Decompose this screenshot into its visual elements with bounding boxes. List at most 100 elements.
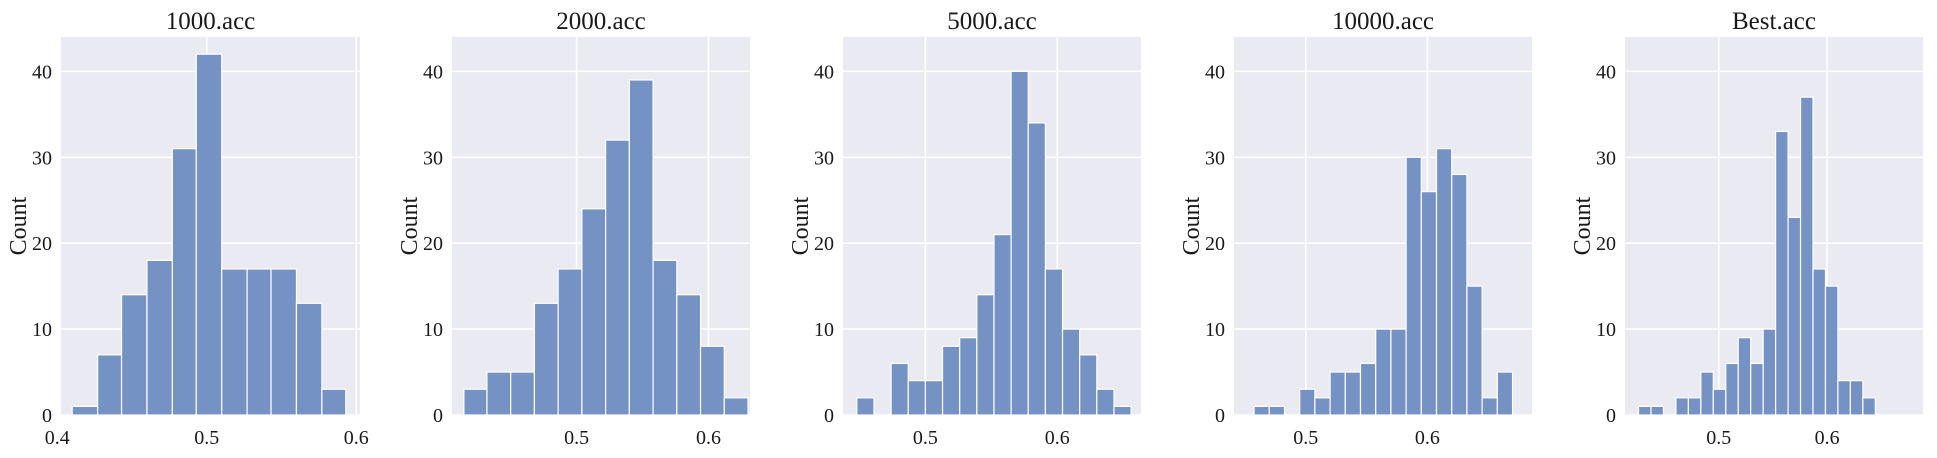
- histogram-bar: [1750, 362, 1764, 416]
- y-tick-label: 30: [1205, 147, 1225, 169]
- histogram-bar: [246, 268, 272, 416]
- x-tick-label: 0.6: [696, 427, 721, 449]
- histogram-bar: [1390, 328, 1407, 416]
- histogram-bar: [1496, 371, 1514, 416]
- histogram-bar: [510, 371, 536, 416]
- histogram-bar: [723, 397, 749, 416]
- y-tick-label: 0: [1606, 405, 1616, 427]
- histogram-bar: [1799, 96, 1814, 416]
- histogram-bar: [1329, 371, 1346, 416]
- histogram-bar: [71, 405, 99, 416]
- histogram-bar: [1420, 191, 1438, 416]
- y-tick-label: 10: [423, 319, 443, 341]
- subplots-group: 0 10 20 30 40 0.4 0.5 0.6 1000.acc Count 0 10 20 30 40…: [6, 8, 1923, 449]
- histogram-bar: [171, 148, 197, 416]
- histogram-bar: [1481, 397, 1498, 416]
- y-tick-label: 0: [42, 405, 52, 427]
- histogram-bar: [1824, 285, 1839, 416]
- x-tick-label: 0.6: [1815, 427, 1840, 449]
- histogram-bar: [581, 208, 607, 416]
- histogram-bar: [699, 345, 725, 416]
- histogram-bar: [1837, 380, 1851, 416]
- y-tick-label: 30: [814, 147, 834, 169]
- histogram-bar: [856, 397, 875, 416]
- histogram-bar: [676, 294, 702, 416]
- histogram-bar: [1687, 397, 1702, 416]
- histogram-bar: [1675, 397, 1689, 416]
- histogram-bar: [1762, 328, 1777, 416]
- histogram-bar: [959, 337, 978, 416]
- histogram-bar: [1344, 371, 1362, 416]
- y-axis-label: Count: [1179, 196, 1205, 255]
- subplot-5: 0 10 20 30 40 0.5 0.6 Best.acc Count: [1570, 8, 1923, 449]
- y-tick-label: 10: [1205, 319, 1225, 341]
- y-tick-label: 0: [824, 405, 834, 427]
- histogram-bar: [1700, 371, 1714, 416]
- histogram-bar: [1725, 362, 1739, 416]
- histogram-bar: [97, 354, 123, 416]
- y-tick-label: 40: [423, 61, 443, 83]
- histogram-bar: [1027, 122, 1047, 416]
- x-tick-label: 0.6: [1415, 427, 1440, 449]
- subplot-1: 0 10 20 30 40 0.4 0.5 0.6 1000.acc Count: [6, 8, 369, 449]
- histogram-bar: [1096, 388, 1115, 416]
- y-tick-label: 40: [1205, 61, 1225, 83]
- y-axis-label: Count: [397, 196, 423, 255]
- subplot-title: 10000.acc: [1332, 8, 1434, 35]
- subplot-title: 2000.acc: [556, 8, 646, 35]
- histogram-bar: [557, 268, 583, 416]
- y-tick-label: 40: [814, 61, 834, 83]
- histogram-bar: [1637, 405, 1652, 416]
- x-tick-label: 0.5: [564, 427, 589, 449]
- subplot-title: 5000.acc: [947, 8, 1037, 35]
- y-axis-label: Count: [788, 196, 814, 255]
- histogram-bar: [1299, 388, 1316, 416]
- histogram-bar: [295, 302, 323, 416]
- x-tick-label: 0.5: [1706, 427, 1731, 449]
- y-tick-label: 20: [1205, 233, 1225, 255]
- histogram-bar: [605, 139, 630, 416]
- histogram-bar: [1314, 397, 1331, 416]
- x-tick-label: 0.6: [1045, 427, 1070, 449]
- histogram-bar: [1044, 268, 1064, 416]
- histogram-bar: [270, 268, 298, 416]
- histogram-bar: [1712, 388, 1727, 416]
- x-tick-label: 0.6: [344, 427, 369, 449]
- histogram-bar: [146, 259, 173, 416]
- y-axis-label: Count: [6, 196, 32, 255]
- histogram-bar: [1359, 362, 1377, 416]
- y-tick-label: 0: [433, 405, 443, 427]
- subplot-title: Best.acc: [1732, 8, 1816, 35]
- histogram-bar: [628, 79, 654, 416]
- histogram-bar: [486, 371, 512, 416]
- histogram-bar: [195, 53, 223, 416]
- histogram-bar: [1079, 354, 1098, 416]
- y-tick-label: 0: [1215, 405, 1225, 427]
- histogram-bar: [1466, 285, 1483, 416]
- histogram-bar: [1787, 216, 1802, 416]
- histogram-bar: [1405, 156, 1422, 416]
- x-tick-label: 0.4: [45, 427, 70, 449]
- histogram-bar: [652, 259, 678, 416]
- subplot-3: 0 10 20 30 40 0.5 0.6 5000.acc Count: [788, 8, 1141, 449]
- x-tick-label: 0.5: [194, 427, 219, 449]
- histogram-bar: [321, 388, 347, 416]
- histogram-bar: [924, 380, 944, 416]
- y-tick-label: 20: [814, 233, 834, 255]
- histogram-bar: [993, 233, 1012, 416]
- y-tick-label: 20: [1596, 233, 1616, 255]
- histogram-bar: [463, 388, 488, 416]
- y-axis-label: Count: [1570, 196, 1596, 255]
- y-tick-label: 40: [1596, 61, 1616, 83]
- histogram-bar: [941, 345, 961, 416]
- subplot-4: 0 10 20 30 40 0.5 0.6 10000.acc Count: [1179, 8, 1532, 449]
- y-tick-label: 30: [1596, 147, 1616, 169]
- y-tick-label: 20: [423, 233, 443, 255]
- histogram-bar: [533, 302, 559, 416]
- histogram-bar: [1451, 173, 1468, 416]
- histogram-bar: [907, 380, 927, 416]
- y-tick-label: 40: [32, 61, 52, 83]
- histogram-bar: [976, 294, 995, 416]
- histogram-bar: [1268, 405, 1286, 416]
